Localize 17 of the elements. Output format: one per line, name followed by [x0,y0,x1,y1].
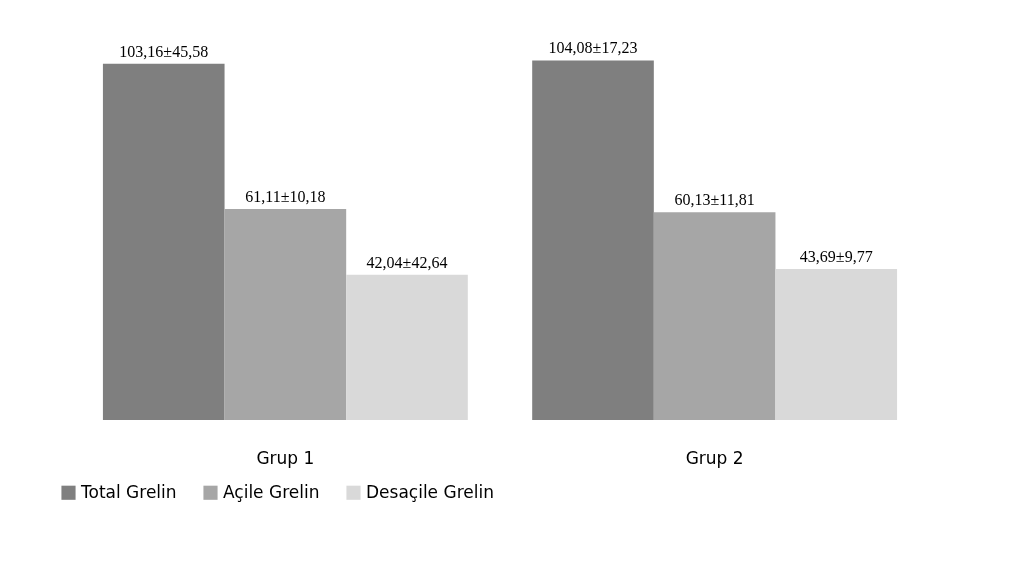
x-tick-label: Grup 1 [256,447,315,468]
data-label: 43,69±9,77 [799,248,873,266]
data-label: 61,11±10,18 [245,187,326,205]
bar [102,63,225,420]
bar [532,60,654,420]
bar [346,274,468,420]
legend-label: Açile Grelin [223,481,320,502]
data-label: 103,16±45,58 [119,42,209,60]
bar [224,208,347,420]
data-label: 42,04±42,64 [366,253,448,271]
data-label: 104,08±17,23 [548,39,638,57]
data-label: 60,13±11,81 [674,191,755,209]
x-tick-label: Grup 2 [685,447,744,468]
legend-label: Desaçile Grelin [366,481,494,502]
bar [775,269,898,420]
legend-label: Total Grelin [80,481,177,502]
bar [653,212,776,420]
